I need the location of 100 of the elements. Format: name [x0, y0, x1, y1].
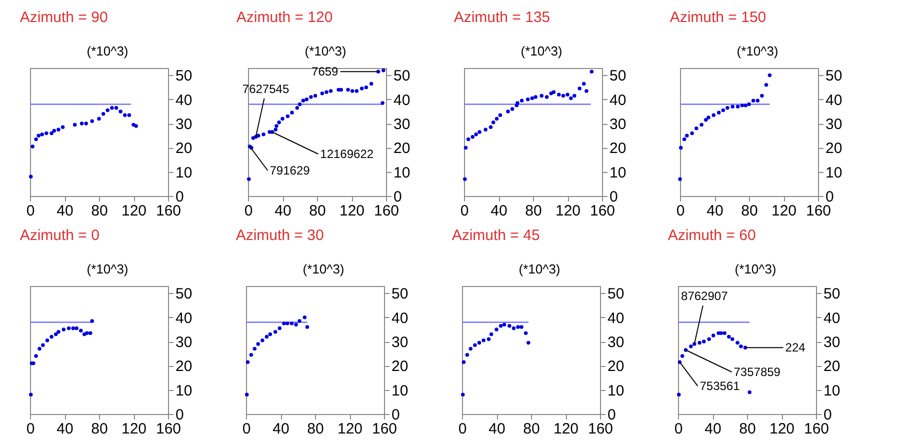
point [380, 101, 384, 105]
point [760, 94, 764, 98]
y-tick-label: 40 [176, 92, 192, 109]
y-tick-label: 10 [826, 164, 842, 182]
y-tick-label: 0 [824, 406, 832, 424]
x-tick-label: 80 [309, 202, 326, 220]
y-tick-label: 10 [394, 164, 410, 182]
point [273, 330, 278, 334]
point [465, 352, 470, 357]
point [561, 94, 566, 98]
annotation: 8762907 [681, 288, 728, 303]
x-tick-label: 120 [555, 202, 581, 220]
y-tick-label: 50 [176, 68, 192, 85]
point [28, 392, 33, 397]
y-tick-label: 30 [176, 334, 192, 352]
point [489, 332, 494, 336]
y-tick-label: 30 [824, 334, 840, 352]
annotation: 224 [785, 340, 806, 355]
x-tick-label: 0 [26, 202, 35, 220]
x-tick-label: 40 [490, 202, 508, 220]
chart-title: Azimuth = 90 [20, 9, 108, 26]
point [313, 94, 318, 98]
point [305, 325, 310, 329]
point [72, 122, 77, 127]
x-tick-label: 160 [590, 202, 616, 220]
chart-title: Azimuth = 120 [236, 9, 333, 26]
point [474, 132, 478, 136]
point [354, 89, 359, 93]
y-tick-label: 10 [392, 382, 408, 400]
x-tick-label: 80 [91, 202, 108, 220]
x-tick-label: 160 [372, 420, 398, 438]
point [477, 340, 482, 345]
point [747, 102, 751, 106]
y-tick-label: 30 [392, 334, 408, 352]
point [252, 346, 256, 351]
x-tick-label: 80 [741, 202, 758, 220]
point [320, 91, 324, 96]
point [680, 354, 684, 358]
point [685, 134, 689, 138]
point [516, 101, 520, 105]
y-tick-label: 40 [824, 310, 840, 327]
point [578, 86, 582, 90]
y-tick-label: 30 [608, 334, 624, 352]
x-tick-label: 160 [806, 202, 832, 220]
point [249, 352, 254, 357]
chart-title: Azimuth = 30 [236, 227, 324, 244]
chart-title: Azimuth = 0 [20, 227, 100, 244]
point [590, 70, 594, 74]
point [711, 334, 716, 338]
y-tick-label: 20 [176, 358, 192, 376]
y-tick-label: 40 [826, 92, 842, 109]
point [244, 392, 249, 397]
point [719, 331, 723, 335]
point [544, 95, 549, 99]
point [540, 94, 544, 98]
point [127, 113, 132, 117]
x-tick-label: 0 [460, 202, 469, 220]
point [739, 344, 743, 348]
x-tick-label: 160 [156, 202, 182, 220]
x-tick-label: 40 [704, 420, 722, 438]
y-tick-label: 50 [392, 286, 408, 303]
point [526, 98, 530, 102]
chart-title: Azimuth = 45 [452, 227, 540, 244]
point [524, 331, 528, 335]
y-tick-label: 20 [392, 358, 408, 376]
y-axis-title: (*10^3) [734, 262, 776, 276]
point [382, 68, 386, 72]
point [508, 324, 512, 328]
x-tick-label: 120 [769, 420, 795, 438]
point [736, 340, 740, 345]
point [512, 326, 516, 330]
x-tick-label: 160 [374, 202, 400, 220]
y-tick-label: 40 [608, 310, 624, 327]
chart-title: Azimuth = 60 [668, 227, 756, 244]
y-axis-title: (*10^3) [302, 262, 344, 276]
point [274, 128, 278, 132]
point [484, 128, 488, 132]
x-tick-label: 80 [525, 202, 542, 220]
point [364, 85, 368, 90]
point [30, 144, 34, 148]
y-axis-title: (*10^3) [86, 44, 128, 58]
point [101, 112, 106, 116]
y-tick-label: 30 [176, 116, 192, 134]
x-tick-label: 0 [458, 420, 467, 438]
x-tick-label: 120 [339, 202, 365, 220]
chart-title: Azimuth = 135 [454, 9, 550, 26]
point [290, 110, 294, 115]
point [682, 137, 686, 142]
y-tick-label: 0 [176, 188, 184, 206]
point [90, 319, 94, 323]
x-tick-label: 40 [272, 420, 290, 438]
point [498, 113, 502, 117]
x-tick-label: 80 [307, 420, 324, 438]
y-tick-label: 40 [394, 92, 410, 109]
point [328, 89, 333, 93]
point [748, 390, 752, 394]
y-tick-label: 0 [392, 406, 400, 424]
point [494, 328, 498, 332]
point [730, 337, 734, 341]
point [246, 177, 251, 181]
